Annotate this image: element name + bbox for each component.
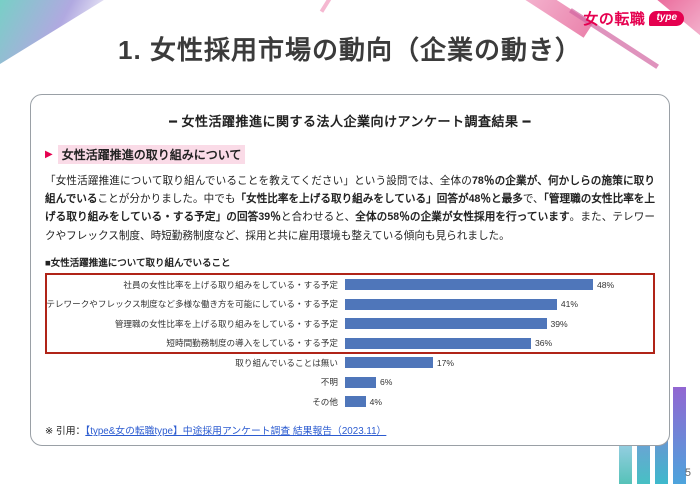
paragraph-segment: 「女性活躍推進について取り組んでいることを教えてください」という設問では、全体の <box>45 175 472 187</box>
citation: ※ 引用：【type&女の転職type】中途採用アンケート調査 結果報告（202… <box>45 423 655 437</box>
section-heading: ▶ 女性活躍推進の取り組みについて <box>45 145 655 164</box>
triangle-bullet-icon: ▶ <box>45 148 53 160</box>
citation-link[interactable]: 【type&女の転職type】中途採用アンケート調査 結果報告（2023.11） <box>85 426 387 438</box>
chart-value-label: 6% <box>380 377 393 388</box>
chart-value-label: 48% <box>597 279 615 290</box>
chart-value-label: 41% <box>560 299 579 310</box>
section-heading-text: 女性活躍推進の取り組みについて <box>57 145 246 164</box>
chart-row: 管理職の女性比率を上げる取り組みをしている・する予定 39% <box>45 314 655 334</box>
chart-row: 不明 6% <box>45 372 655 392</box>
chart-row: 短時間勤務制度の導入をしている・する予定 36% <box>45 333 655 353</box>
slide-title: 1. 女性採用市場の動向（企業の動き） <box>118 35 582 65</box>
chart-category-label: 不明 <box>320 377 338 388</box>
chart-title: ■女性活躍推進について取り組んでいること <box>45 257 231 269</box>
chart-bar <box>345 279 593 291</box>
paragraph-segment: ことが分かりました。中でも <box>97 193 236 206</box>
chart-bar-area: 17% <box>345 353 655 373</box>
survey-result-card: ━ 女性活躍推進に関する法人企業向けアンケート調査結果 ━ ▶ 女性活躍推進の取… <box>30 94 670 446</box>
chart-bar-area: 48% <box>345 275 655 295</box>
chart-bar <box>345 357 433 369</box>
card-header-title: ━ 女性活躍推進に関する法人企業向けアンケート調査結果 ━ <box>169 114 531 129</box>
chart-value-label: 17% <box>436 357 455 368</box>
chart-bar <box>345 298 557 310</box>
chart-bar-area: 36% <box>345 333 655 353</box>
chart-category-label: 管理職の女性比率を上げる取り組みをしている・する予定 <box>114 318 338 329</box>
chart-value-label: 39% <box>550 318 568 329</box>
chart-bar <box>345 396 366 408</box>
body-paragraph: 「女性活躍推進について取り組んでいることを教えてください」という設問では、全体の… <box>45 172 655 245</box>
chart-bar-area: 41% <box>345 294 655 314</box>
paragraph-segment: 「管理職の女性比率を上げる取り組みをしている・する予定」の回答39％ <box>45 193 656 224</box>
brand-logo-text: 女の転職 <box>583 11 646 28</box>
chart-row: 社員の女性比率を上げる取り組みをしている・する予定 48% <box>45 275 655 295</box>
chart-row: テレワークやフレックス制度など多様な働き方を可能にしている・する予定 41% <box>45 294 655 314</box>
decorative-bar <box>673 387 686 484</box>
chart-row: その他 4% <box>45 392 655 412</box>
chart-category-label: 社員の女性比率を上げる取り組みをしている・する予定 <box>123 279 338 290</box>
paragraph-segment: 。また、テレワークやフレックス制度、時短勤務制度など、採用と共に雇用環境も整えて… <box>45 211 656 242</box>
chart-bar-area: 39% <box>345 314 655 334</box>
paragraph-segment: 78％の企業が、何かしらの施策に取り組んでいる <box>45 175 655 206</box>
chart-category-label: その他 <box>312 396 338 407</box>
chart-row: 取り組んでいることは無い 17% <box>45 353 655 373</box>
paragraph-segment: で、 <box>522 193 544 206</box>
chart-category-label: 取り組んでいることは無い <box>235 357 338 368</box>
bar-chart: 社員の女性比率を上げる取り組みをしている・する予定 48% テレワークやフレックス制… <box>45 272 655 412</box>
chart-bar <box>345 376 376 388</box>
page-number: 5 <box>684 467 691 479</box>
decorative-bar <box>619 438 632 484</box>
decorative-pink-tick <box>319 0 333 13</box>
brand-logo-type-badge: type <box>649 11 684 26</box>
paragraph-segment: と合わせると、 <box>280 211 356 224</box>
chart-bar-area: 6% <box>345 372 655 392</box>
citation-prefix: ※ 引用： <box>45 426 86 438</box>
brand-logo: 女の転職 type <box>583 8 684 29</box>
chart-category-label: 短時間勤務制度の導入をしている・する予定 <box>166 338 338 349</box>
chart-bar <box>345 318 547 330</box>
chart-value-label: 4% <box>369 396 383 407</box>
chart-value-label: 36% <box>535 338 553 349</box>
chart-bar-area: 4% <box>345 392 655 412</box>
paragraph-segment: 全体の58％の企業が女性採用を行っています <box>355 211 570 224</box>
paragraph-segment: 「女性比率を上げる取り組みをしている」回答が48％と最多 <box>235 193 523 206</box>
chart-category-label: テレワークやフレックス制度など多様な働き方を可能にしている・する予定 <box>46 299 338 310</box>
chart-bar <box>345 337 531 349</box>
